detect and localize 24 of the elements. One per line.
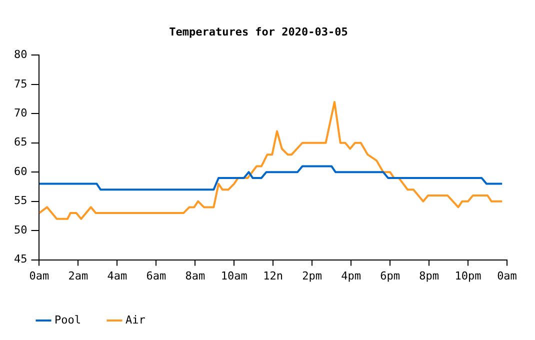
x-tick-label: 8pm: [419, 269, 440, 282]
x-tick-label: 4pm: [341, 269, 362, 282]
y-tick-label: 45: [14, 252, 28, 266]
x-tick-label: 2am: [68, 269, 89, 282]
y-tick-label: 70: [14, 106, 28, 120]
y-tick-label: 50: [14, 223, 28, 236]
x-tick-label: 2pm: [302, 269, 322, 282]
x-tick-label: 12n: [263, 269, 284, 282]
x-tick-label: 10am: [220, 269, 248, 282]
y-tick-label: 75: [14, 77, 28, 90]
x-tick-label: 6am: [146, 269, 166, 282]
x-tick-label: 0am: [29, 269, 50, 282]
y-tick-label: 65: [14, 136, 28, 149]
x-tick-label: 10pm: [454, 269, 482, 282]
legend-label: Pool: [54, 313, 81, 326]
y-tick-label: 55: [14, 194, 28, 208]
x-tick-label: 6pm: [380, 269, 400, 282]
x-tick-label: 0am: [497, 269, 518, 282]
y-tick-label: 80: [14, 48, 28, 62]
chart-title: Temperatures for 2020-03-05: [169, 25, 348, 38]
x-tick-label: 4am: [107, 269, 128, 282]
x-tick-label: 8am: [185, 269, 206, 282]
legend-label: Air: [125, 313, 146, 326]
y-tick-label: 60: [14, 164, 28, 178]
